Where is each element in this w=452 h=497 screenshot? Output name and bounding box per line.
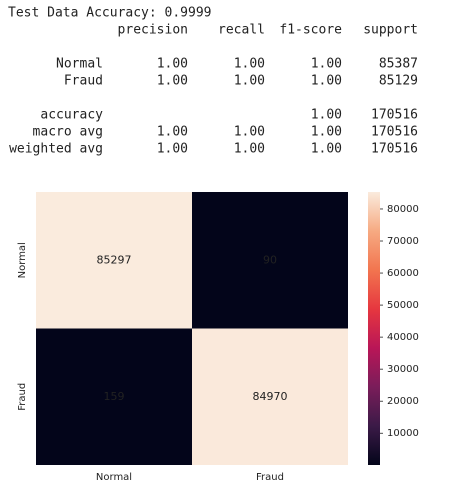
colorbar-tick-label: 50000 bbox=[387, 300, 419, 311]
heatmap-cell bbox=[192, 328, 348, 465]
report-cell: 1.00 bbox=[311, 125, 342, 140]
heatmap-cell bbox=[192, 192, 348, 329]
x-tick-label: Fraud bbox=[256, 472, 284, 483]
report-row-label: macro avg bbox=[33, 125, 103, 140]
heatmap-cell bbox=[36, 328, 192, 465]
report-title: Test Data Accuracy: 0.9999 bbox=[8, 6, 212, 21]
report-cell: 1.00 bbox=[311, 108, 342, 123]
report-cell: 1.00 bbox=[311, 57, 342, 72]
report-cell: 1.00 bbox=[157, 74, 188, 89]
y-tick-label: Fraud bbox=[17, 383, 28, 411]
report-header: precision bbox=[118, 23, 188, 38]
report-header: f1-score bbox=[279, 23, 342, 38]
colorbar bbox=[368, 192, 380, 465]
report-cell: 170516 bbox=[371, 142, 418, 157]
colorbar-tick-label: 70000 bbox=[387, 236, 419, 247]
report-cell: 1.00 bbox=[157, 125, 188, 140]
report-cell: 170516 bbox=[371, 125, 418, 140]
cell-label: 84970 bbox=[253, 390, 288, 403]
report-cell: 1.00 bbox=[157, 142, 188, 157]
report-row-label: accuracy bbox=[40, 108, 103, 123]
cell-label: 90 bbox=[263, 253, 277, 266]
report-row-label: weighted avg bbox=[9, 142, 103, 157]
report-row-label: Fraud bbox=[64, 74, 103, 89]
colorbar-tick-label: 10000 bbox=[387, 428, 419, 439]
report-cell: 170516 bbox=[371, 108, 418, 123]
cell-label: 85297 bbox=[97, 253, 132, 266]
report-cell: 85387 bbox=[379, 57, 418, 72]
heatmap-cell bbox=[36, 192, 192, 329]
report-row-label: Normal bbox=[56, 57, 103, 72]
colorbar-tick-label: 40000 bbox=[387, 332, 419, 343]
report-cell: 1.00 bbox=[311, 74, 342, 89]
colorbar-tick-label: 20000 bbox=[387, 396, 419, 407]
report-cell: 1.00 bbox=[311, 142, 342, 157]
report-cell: 1.00 bbox=[234, 142, 265, 157]
x-tick-label: Normal bbox=[96, 472, 132, 483]
y-tick-label: Normal bbox=[17, 242, 28, 278]
report-cell: 1.00 bbox=[157, 57, 188, 72]
report-cell: 1.00 bbox=[234, 57, 265, 72]
colorbar-tick-label: 80000 bbox=[387, 204, 419, 215]
report-header: support bbox=[363, 23, 418, 38]
report-cell: 85129 bbox=[379, 74, 418, 89]
report-cell: 1.00 bbox=[234, 125, 265, 140]
colorbar-tick-label: 30000 bbox=[387, 364, 419, 375]
report-header: recall bbox=[218, 23, 265, 38]
report-cell: 1.00 bbox=[234, 74, 265, 89]
cell-label: 159 bbox=[104, 390, 125, 403]
colorbar-tick-label: 60000 bbox=[387, 268, 419, 279]
